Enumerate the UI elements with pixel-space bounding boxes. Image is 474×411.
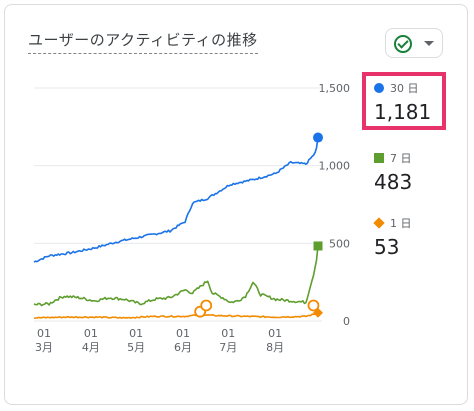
x-tick-day: 01 bbox=[37, 327, 51, 340]
series-line bbox=[33, 312, 319, 320]
x-tick-month: 4月 bbox=[82, 341, 100, 354]
square-marker-icon bbox=[374, 153, 384, 163]
x-tick-month: 8月 bbox=[266, 341, 284, 354]
legend-value: 53 bbox=[374, 235, 400, 259]
highlight-box bbox=[362, 72, 446, 130]
diamond-marker-icon bbox=[373, 217, 385, 229]
x-tick-day: 01 bbox=[268, 327, 282, 340]
x-tick-day: 01 bbox=[84, 327, 98, 340]
legend-label: 7 日 bbox=[390, 152, 412, 165]
caret-down-icon bbox=[424, 41, 434, 46]
y-tick-label: 500 bbox=[329, 237, 350, 250]
legend-value: 483 bbox=[374, 170, 413, 194]
end-point-marker bbox=[313, 132, 323, 143]
annotation-marker[interactable] bbox=[200, 299, 213, 312]
check-circle-icon bbox=[394, 35, 412, 53]
legend-30d[interactable]: 30 日 1,181 bbox=[374, 80, 431, 124]
legend-label: 30 日 bbox=[390, 82, 419, 95]
legend-1d[interactable]: 1 日 53 bbox=[373, 215, 412, 259]
x-tick-month: 6月 bbox=[174, 341, 192, 354]
x-tick-day: 01 bbox=[176, 327, 190, 340]
x-tick-day: 01 bbox=[221, 327, 235, 340]
card-title[interactable]: ユーザーのアクティビティの推移 bbox=[28, 29, 258, 54]
x-tick-month: 7月 bbox=[219, 341, 237, 354]
legend-7d[interactable]: 7 日 483 bbox=[374, 150, 412, 194]
x-tick-month: 5月 bbox=[127, 341, 145, 354]
annotation-marker[interactable] bbox=[307, 299, 320, 312]
y-tick-label: 1,000 bbox=[319, 160, 351, 173]
end-point-marker bbox=[313, 241, 323, 251]
series-line bbox=[33, 137, 319, 263]
y-tick-label: 0 bbox=[343, 315, 350, 328]
x-tick-day: 01 bbox=[129, 327, 143, 340]
legend-value: 1,181 bbox=[374, 100, 432, 124]
legend-label: 1 日 bbox=[390, 217, 412, 230]
series-line bbox=[33, 245, 319, 307]
y-tick-label: 1,500 bbox=[319, 82, 351, 95]
user-activity-card bbox=[4, 4, 468, 405]
status-dropdown-button[interactable] bbox=[385, 28, 443, 58]
circle-marker-icon bbox=[374, 83, 384, 93]
x-tick-month: 3月 bbox=[35, 341, 53, 354]
